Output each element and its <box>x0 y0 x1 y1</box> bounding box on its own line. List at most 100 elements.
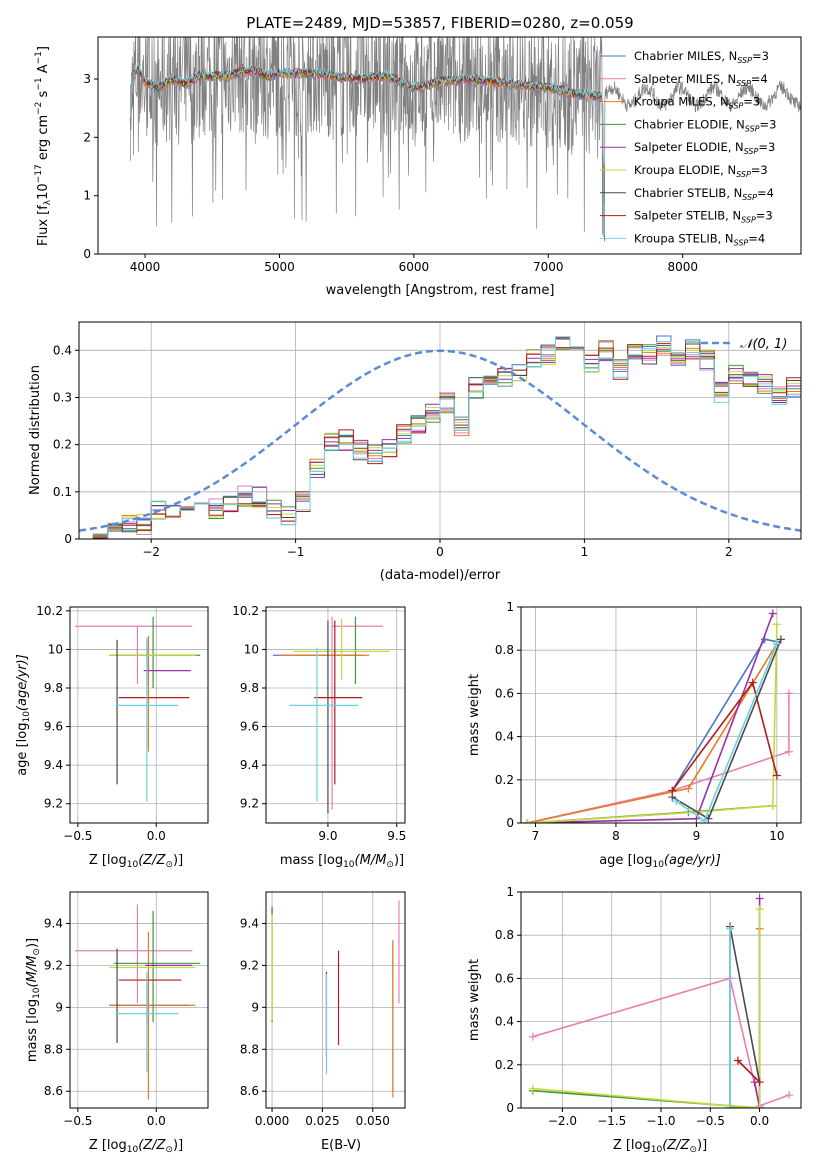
legend-label: Kroupa MILES, NSSP=3 <box>634 95 760 111</box>
weight-point-marker <box>528 1032 537 1041</box>
x-tick-label: 8000 <box>667 260 698 274</box>
weight-series-line <box>729 926 761 1083</box>
weight-vs-age-xlabel: age [log10(age/yr)] <box>599 853 721 870</box>
y-tick-label: 9 <box>251 1000 259 1014</box>
axes-frame <box>69 891 209 1109</box>
p-ageZ-grid <box>70 607 208 823</box>
y-tick-label: 9.2 <box>240 958 259 972</box>
x-tick-label: −0.5 <box>696 1114 725 1128</box>
weight-point-marker <box>523 819 532 823</box>
y-tick-label: 9.6 <box>44 720 63 734</box>
y-tick-label: 0 <box>506 1101 514 1115</box>
y-tick-label: 0.4 <box>495 1015 514 1029</box>
age-vs-metallicity-ylabel: age [log10(age/yr)] <box>15 654 32 776</box>
mass-vs-metallicity-panel: −0.5 0.0 8.6 8.8 9 9.2 9.4 Z [log10(Z/Z⊙)] mas… <box>25 891 209 1155</box>
gauss-legend-label: 𝒩(0, 1) <box>740 337 787 352</box>
p-wZ-series <box>528 894 794 1108</box>
residuals-xlabel: (data-model)/error <box>380 568 501 583</box>
model-spectrum-line <box>129 62 605 236</box>
weight-series-line <box>532 977 790 1107</box>
weight-point-marker <box>755 1104 764 1108</box>
weight-point-marker <box>668 786 677 795</box>
weight-point-marker <box>700 816 709 823</box>
x-tick-label: −0.5 <box>63 829 92 843</box>
x-tick-label: −2.0 <box>548 1114 577 1128</box>
mass-vs-metallicity-xlabel: Z [log10(Z/Z⊙)] <box>89 1138 183 1155</box>
spectrum-lines <box>129 37 801 243</box>
x-tick-label: 7 <box>532 829 540 843</box>
x-tick-label: 5000 <box>264 260 295 274</box>
weight-point-marker <box>784 689 793 698</box>
legend-label: Chabrier ELODIE, NSSP=3 <box>634 117 776 133</box>
y-tick-label: 0.2 <box>495 773 514 787</box>
y-tick-label: 10 <box>48 642 63 656</box>
x-tick-label: 9 <box>693 829 701 843</box>
spectrum-ylabel: Flux [fλ10−17 erg cm−2 s−1 A−1] <box>34 46 53 246</box>
weight-point-marker <box>768 609 777 618</box>
x-tick-label: 0.0 <box>147 1114 166 1128</box>
y-tick-label: 0.2 <box>495 1058 514 1072</box>
y-tick-label: 2 <box>83 130 91 144</box>
y-tick-label: 8.8 <box>44 1042 63 1056</box>
mass-vs-ebv-axes: 0.000 0.025 0.050 8.6 8.8 9 9.2 9.4 <box>240 891 406 1128</box>
y-tick-label: 8.6 <box>240 1084 259 1098</box>
x-tick-label: 9.0 <box>318 829 337 843</box>
y-tick-label: 9.8 <box>240 681 259 695</box>
y-tick-label: 8.6 <box>44 1084 63 1098</box>
weight-vs-age-ylabel: mass weight <box>467 674 482 756</box>
weight-series-line <box>527 613 774 823</box>
y-tick-label: 9.4 <box>240 916 259 930</box>
spectrum-xlabel: wavelength [Angstrom, rest frame] <box>326 283 555 298</box>
mass-vs-ebv-errorbars <box>266 892 405 1108</box>
weight-point-marker <box>772 639 781 648</box>
p-ageM-grid <box>266 607 405 823</box>
y-tick-label: 9.2 <box>240 797 259 811</box>
spectrum-panel: 4000 5000 6000 7000 8000 0 1 2 3 Chabrier MILES,… <box>34 36 802 298</box>
weight-point-marker <box>755 1078 764 1087</box>
weight-point-marker <box>784 747 793 756</box>
weight-point-marker <box>733 1056 742 1065</box>
weight-point-marker <box>672 797 681 806</box>
y-tick-label: 0.8 <box>495 928 514 942</box>
residuals-panel: −2 −1 0 1 2 0 0.1 0.2 0.3 0.4 𝒩(0, 1) (data-model… <box>28 321 802 583</box>
p-wAge-series <box>523 609 793 823</box>
mass-vs-metallicity-axes: −0.5 0.0 8.6 8.8 9 9.2 9.4 <box>44 891 209 1128</box>
spectrum-axes: 4000 5000 6000 7000 8000 0 1 2 3 <box>83 36 802 274</box>
weight-point-marker <box>768 801 777 810</box>
p-massZ-points <box>74 904 201 1100</box>
weight-vs-metallicity-lines <box>521 891 801 1109</box>
p-ageM-points <box>272 616 390 814</box>
residual-histograms <box>79 322 801 539</box>
mass-vs-metallicity-errorbars <box>70 892 208 1108</box>
y-tick-label: 0 <box>83 247 91 261</box>
x-tick-label: 9.5 <box>387 829 406 843</box>
residual-histogram-step <box>79 345 801 539</box>
weight-vs-metallicity-panel: −2.0 −1.5 −1.0 −0.5 0.0 0 0.2 0.4 0.6 0.8 1 Z [log… <box>467 885 802 1155</box>
y-tick-label: 9.4 <box>44 916 63 930</box>
legend-label: Salpeter STELIB, NSSP=3 <box>634 209 773 225</box>
age-vs-mass-panel: 9.0 9.5 9.2 9.4 9.6 9.8 10 10.2 mass [log10(M/M… <box>232 604 406 870</box>
weight-vs-age-axes: 7 8 9 10 0 0.2 0.4 0.6 0.8 1 <box>495 600 802 843</box>
weight-point-marker <box>726 1104 735 1108</box>
x-tick-label: 0.025 <box>305 1114 339 1128</box>
x-tick-label: −1 <box>287 545 305 559</box>
y-tick-label: 10.2 <box>232 604 259 618</box>
age-vs-metallicity-xlabel: Z [log10(Z/Z⊙)] <box>89 853 183 870</box>
x-tick-label: 0.0 <box>147 829 166 843</box>
weight-series-line <box>737 1059 761 1083</box>
x-tick-label: 10 <box>769 829 784 843</box>
y-tick-label: 9.4 <box>44 758 63 772</box>
axes-frame <box>69 606 209 824</box>
y-tick-label: 1 <box>506 600 514 614</box>
y-tick-label: 3 <box>83 72 91 86</box>
y-tick-label: 9.8 <box>44 681 63 695</box>
y-tick-label: 0 <box>506 816 514 830</box>
y-tick-label: 8.8 <box>240 1042 259 1056</box>
axes-frame <box>265 891 406 1109</box>
residual-histogram-step <box>79 337 801 539</box>
age-vs-metallicity-errorbars <box>70 607 208 823</box>
age-vs-metallicity-axes: −0.5 0.0 9.2 9.4 9.6 9.8 10 10.2 <box>36 604 209 843</box>
models-legend: Chabrier MILES, NSSP=3 Salpeter MILES, NS… <box>600 49 776 247</box>
p-ageZ-points <box>74 616 201 802</box>
